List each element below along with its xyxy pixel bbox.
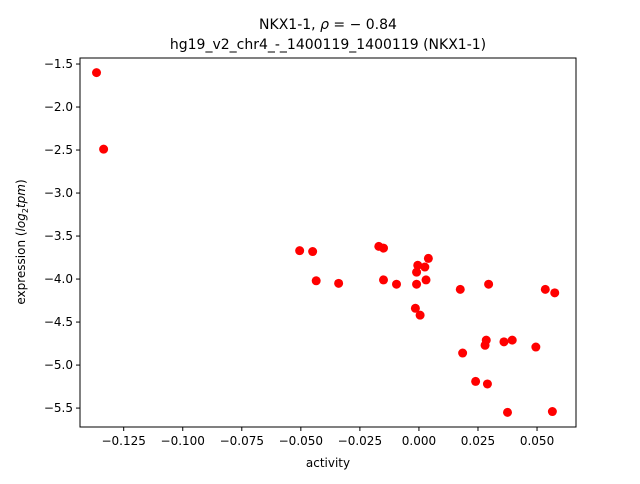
- x-tick-label: 0.025: [461, 434, 495, 448]
- x-tick-label: −0.125: [101, 434, 145, 448]
- y-tick-label: −4.0: [44, 272, 73, 286]
- data-point: [379, 275, 388, 285]
- data-point: [412, 267, 422, 277]
- data-point: [420, 262, 430, 272]
- y-axis-label: expression (log2tpm): [14, 179, 30, 304]
- x-tick-label: −0.050: [279, 434, 323, 448]
- axes-frame: [79, 57, 577, 428]
- data-point: [99, 144, 109, 154]
- data-point: [550, 288, 560, 298]
- data-point: [295, 246, 305, 256]
- plot-area: −0.125 −0.100 −0.075 −0.050 −0.025 0.000 0.025…: [44, 57, 577, 448]
- data-point: [455, 284, 465, 294]
- data-point: [412, 279, 422, 289]
- data-point: [308, 247, 318, 257]
- y-tick-label: −3.5: [44, 229, 73, 243]
- data-point: [92, 68, 102, 78]
- y-tick-label: −2.5: [44, 143, 73, 157]
- x-tick-label: −0.025: [338, 434, 382, 448]
- x-tick-label: −0.075: [220, 434, 264, 448]
- data-point: [499, 337, 509, 347]
- data-point: [482, 379, 492, 389]
- x-tick-label: −0.100: [161, 434, 205, 448]
- data-point: [334, 278, 344, 288]
- data-point: [458, 348, 468, 358]
- chart-title-line2: hg19_v2_chr4_-_1400119_1400119 (NKX1-1): [170, 37, 486, 53]
- chart-title-line1: NKX1-1, ρ = − 0.84: [259, 17, 397, 33]
- data-point: [481, 335, 491, 345]
- x-tick-label: 0.000: [402, 434, 436, 448]
- data-point: [507, 335, 517, 345]
- data-point: [410, 303, 420, 313]
- data-point: [392, 279, 401, 289]
- data-point: [421, 275, 431, 285]
- y-tick-label: −5.5: [44, 401, 73, 415]
- x-tick-label: 0.050: [520, 434, 554, 448]
- x-axis-label: activity: [306, 456, 350, 470]
- data-point: [547, 407, 557, 417]
- y-tick-label: −1.5: [44, 57, 73, 71]
- data-point: [484, 279, 494, 289]
- data-point: [540, 284, 550, 294]
- data-point: [415, 310, 425, 320]
- y-tick-label: −4.5: [44, 315, 73, 329]
- data-point: [413, 260, 423, 270]
- data-point: [471, 376, 481, 386]
- data-point: [531, 342, 541, 352]
- data-point: [423, 253, 433, 263]
- y-tick-label: −3.0: [44, 186, 73, 200]
- data-point: [311, 276, 321, 286]
- y-tick-label: −5.0: [44, 358, 73, 372]
- data-point: [503, 407, 512, 417]
- y-tick-label: −2.0: [44, 100, 73, 114]
- data-point: [379, 243, 388, 253]
